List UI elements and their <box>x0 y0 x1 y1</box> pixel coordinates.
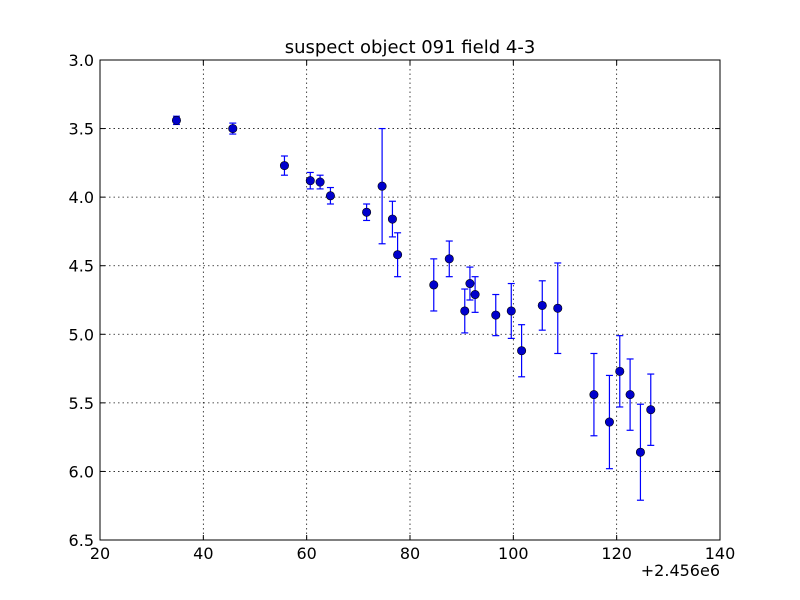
data-point <box>315 177 325 187</box>
y-tick-label: 6.5 <box>69 531 94 550</box>
chart-title: suspect object 091 field 4-3 <box>285 37 536 58</box>
x-tick-labels: 20 40 60 80 100 120 140 <box>90 544 735 563</box>
grid <box>100 60 720 540</box>
tick-marks <box>99 59 721 541</box>
data-point <box>171 115 181 125</box>
data-point <box>537 300 547 310</box>
x-tick-label: 80 <box>400 544 420 563</box>
x-tick-label: 140 <box>705 544 736 563</box>
data-point <box>470 290 480 300</box>
data-point <box>553 303 563 313</box>
data-points <box>171 115 656 457</box>
y-tick-label: 5.5 <box>69 394 94 413</box>
x-tick-label: 60 <box>296 544 316 563</box>
x-tick-label: 40 <box>193 544 213 563</box>
error-bars <box>172 115 655 501</box>
data-point <box>362 207 372 217</box>
y-tick-label: 5.0 <box>69 325 94 344</box>
data-point <box>387 214 397 224</box>
data-point <box>228 124 238 134</box>
x-tick-label: 100 <box>498 544 529 563</box>
y-tick-label: 4.5 <box>69 257 94 276</box>
y-tick-labels: 3.0 3.5 4.0 4.5 5.0 5.5 6.0 6.5 <box>69 51 94 550</box>
data-point <box>625 390 635 400</box>
data-point <box>635 447 645 457</box>
y-tick-label: 4.0 <box>69 188 94 207</box>
data-point <box>646 405 656 415</box>
data-point <box>604 417 614 427</box>
data-point <box>393 250 403 260</box>
data-point <box>460 306 470 316</box>
data-point <box>305 176 315 186</box>
data-point <box>429 280 439 290</box>
data-point <box>517 346 527 356</box>
y-tick-label: 3.0 <box>69 51 94 70</box>
x-tick-label: 20 <box>90 544 110 563</box>
data-point <box>444 254 454 264</box>
x-axis-offset-label: +2.456e6 <box>641 561 720 580</box>
y-tick-label: 6.0 <box>69 462 94 481</box>
x-tick-label: 120 <box>601 544 632 563</box>
data-point <box>491 310 501 320</box>
y-tick-label: 3.5 <box>69 120 94 139</box>
data-point <box>279 161 289 171</box>
data-point <box>615 366 625 376</box>
data-point <box>377 181 387 191</box>
data-point <box>325 191 335 201</box>
data-point <box>465 279 475 289</box>
data-point <box>506 306 516 316</box>
data-point <box>589 390 599 400</box>
